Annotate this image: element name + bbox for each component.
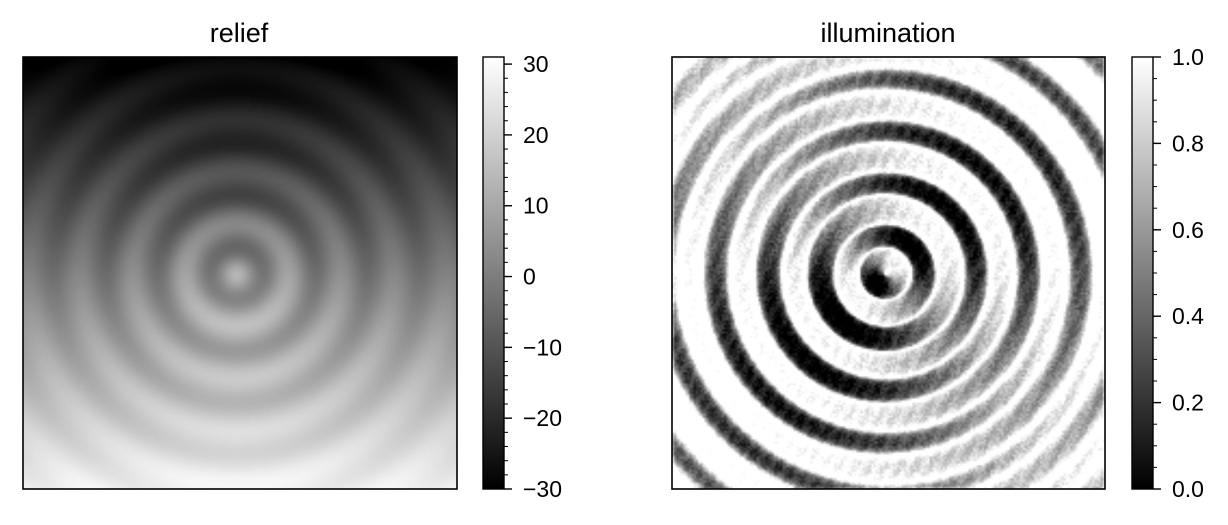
illumination-colorbar-tick-labels: 1.0 0.8 0.6 0.4 0.2 0.0 bbox=[1172, 44, 1204, 502]
illumination-tick-label: 0.4 bbox=[1172, 303, 1204, 329]
relief-colorbar-tick-labels: 30 20 10 0 −10 −20 −30 bbox=[523, 51, 562, 502]
illumination-tick-label: 0.0 bbox=[1172, 476, 1204, 502]
illumination-axes-frame bbox=[671, 56, 1106, 490]
relief-tick-label: −20 bbox=[523, 405, 562, 431]
relief-tick-label: 0 bbox=[523, 264, 536, 290]
illumination-title: illumination bbox=[820, 18, 955, 48]
illumination-tick-label: 0.6 bbox=[1172, 217, 1204, 243]
illumination-heatmap bbox=[672, 57, 1105, 489]
relief-tick-label: −10 bbox=[523, 334, 562, 360]
relief-tick-label: 20 bbox=[523, 122, 549, 148]
illumination-colorbar: 1.0 0.8 0.6 0.4 0.2 0.0 bbox=[1131, 44, 1204, 502]
relief-colorbar-gradient bbox=[482, 56, 505, 490]
relief-colorbar: 30 20 10 0 −10 −20 −30 bbox=[482, 51, 562, 502]
illumination-tick-label: 0.2 bbox=[1172, 390, 1204, 416]
illumination-tick-label: 0.8 bbox=[1172, 130, 1204, 156]
relief-heatmap bbox=[23, 57, 457, 489]
illumination-tick-label: 1.0 bbox=[1172, 44, 1204, 70]
relief-tick-label: 30 bbox=[523, 51, 549, 77]
illumination-colorbar-gradient bbox=[1131, 56, 1154, 490]
relief-colorbar-ticks bbox=[504, 63, 512, 490]
relief-tick-label: −30 bbox=[523, 476, 562, 502]
relief-axes-frame bbox=[22, 56, 458, 490]
relief-tick-label: 10 bbox=[523, 193, 549, 219]
illumination-panel: illumination 1.0 0.8 0.6 0.4 0.2 0.0 bbox=[671, 18, 1204, 502]
illumination-colorbar-ticks bbox=[1153, 56, 1161, 490]
relief-panel: relief 30 20 10 0 −10 −20 −30 bbox=[22, 18, 562, 502]
relief-title: relief bbox=[210, 18, 269, 48]
